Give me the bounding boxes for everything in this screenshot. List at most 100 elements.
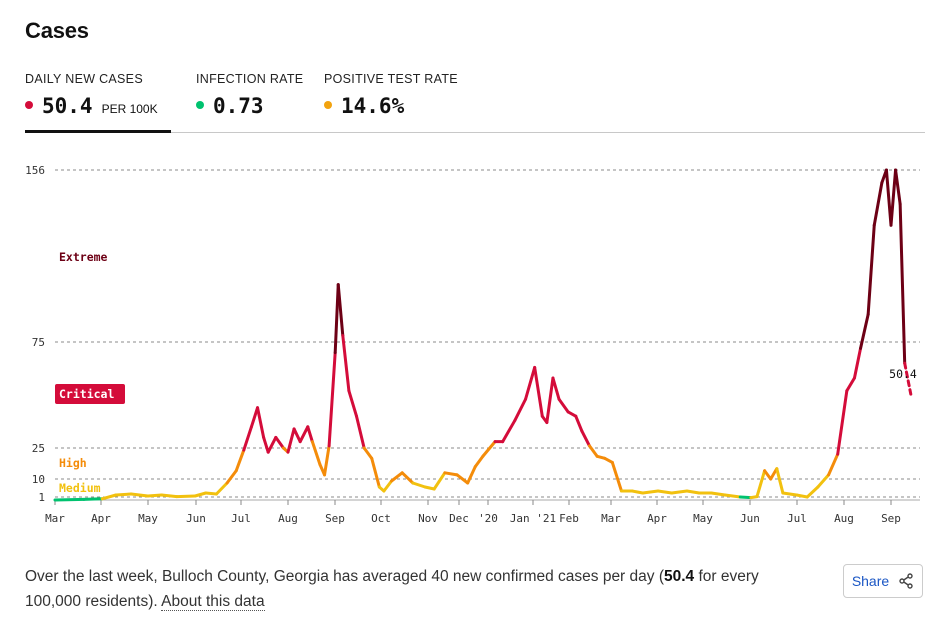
zone-label-high: High [59, 456, 87, 470]
data-line-segment [805, 485, 820, 499]
x-tick-label: Jun [740, 512, 760, 525]
data-line-segment [306, 425, 314, 444]
x-tick-label: Jun [186, 512, 206, 525]
data-line-segment [129, 492, 150, 498]
data-line-segment [443, 471, 459, 477]
data-line-segment [292, 427, 302, 444]
y-tick-label: 156 [25, 164, 45, 177]
x-tick-label: Feb [559, 512, 579, 525]
data-line-segment [225, 469, 238, 485]
data-line-segment [53, 497, 86, 502]
data-line-segment [214, 481, 229, 496]
data-line-segment [685, 489, 701, 495]
data-line-segment [524, 365, 537, 401]
page-title: Cases [25, 18, 89, 43]
data-line-segment [423, 485, 436, 491]
x-tick-label: Mar [45, 512, 65, 525]
data-line-segment [347, 389, 359, 418]
data-line-segment [193, 491, 208, 498]
data-line-segment [432, 471, 447, 491]
tab-value: 50.4 [42, 94, 93, 118]
data-line-segment [889, 168, 898, 227]
x-tick-label: Apr [91, 512, 111, 525]
zone-label-medium: Medium [59, 481, 101, 495]
data-line-segment [827, 452, 840, 477]
data-line-segment [390, 471, 404, 483]
data-line-segment [160, 493, 179, 499]
x-tick-label: Apr [647, 512, 667, 525]
tab-value: 14.6% [341, 94, 405, 118]
data-line-segment [551, 376, 561, 401]
data-line-segment [336, 283, 345, 338]
data-line-segment [175, 494, 197, 499]
data-line-segment [574, 414, 584, 433]
data-line-segment [323, 444, 331, 477]
data-line-segment [533, 365, 544, 418]
tab-unit: PER 100K [101, 102, 158, 116]
data-line-segment [82, 497, 104, 501]
x-tick-label: Jul [231, 512, 251, 525]
data-line-segment [355, 414, 366, 450]
share-icon [899, 573, 913, 589]
status-dot-icon [324, 101, 332, 109]
x-tick-label: Nov [418, 512, 438, 525]
x-tick-label: Aug [278, 512, 298, 525]
tab-label: POSITIVE TEST RATE [324, 72, 458, 86]
data-line-segment [341, 334, 351, 393]
metric-tabs: DAILY NEW CASES 50.4 PER 100K INFECTION … [25, 70, 925, 133]
data-line-segment [557, 397, 570, 414]
data-line-segment [670, 489, 689, 495]
data-line-segment [859, 312, 870, 350]
data-line-segment [501, 418, 517, 444]
data-line-segment [100, 493, 118, 501]
zone-label-critical-badge [55, 384, 125, 404]
status-dot-icon [25, 101, 33, 109]
x-tick-label: May [138, 512, 158, 525]
x-tick-label: Jul [787, 512, 807, 525]
data-line-segment [234, 448, 246, 473]
data-line-segment [114, 492, 133, 497]
data-line-segment [630, 489, 645, 495]
tab-label: INFECTION RATE [196, 72, 304, 86]
tab-positive-test-rate[interactable]: POSITIVE TEST RATE 14.6% [324, 70, 459, 132]
cases-line-chart: 1 10 25 75 156 Mar Apr May Jun Jul Aug Sep Oct Nov Dec… [25, 164, 920, 525]
data-line-segment [763, 469, 773, 481]
data-line-segment [894, 168, 902, 206]
tab-value: 0.73 [213, 94, 264, 118]
data-line-segment [256, 406, 266, 439]
data-line-segment [411, 481, 427, 489]
x-tick-label: Oct [371, 512, 391, 525]
about-data-link[interactable]: About this data [161, 593, 265, 611]
data-line-segment [884, 168, 893, 227]
x-tick-label: Sep [881, 512, 901, 525]
data-line-segment [382, 479, 394, 493]
data-line-segment [587, 444, 599, 458]
data-line-segment [738, 495, 753, 500]
data-line-segment [866, 223, 876, 316]
data-line-segment [481, 440, 497, 458]
tab-infection-rate[interactable]: INFECTION RATE 0.73 [196, 70, 306, 132]
data-line-segment [610, 460, 623, 493]
status-dot-icon [196, 101, 204, 109]
data-line-segment [298, 425, 310, 444]
summary-text-part: for every 100,000 residents). [25, 568, 759, 610]
tab-label: DAILY NEW CASES [25, 72, 143, 86]
data-line-segment [466, 465, 477, 485]
data-line-segment [872, 181, 884, 227]
zone-label-critical: Critical [59, 387, 114, 401]
data-line-segment [327, 351, 337, 448]
data-line-segment [370, 456, 381, 489]
x-tick-label: Dec [449, 512, 469, 525]
data-line-segment [656, 489, 674, 495]
tab-daily-new-cases[interactable]: DAILY NEW CASES 50.4 PER 100K [25, 70, 171, 133]
y-tick-label: 1 [38, 491, 45, 504]
data-line-segment [310, 440, 322, 467]
x-tick-label: Mar [601, 512, 621, 525]
data-line-segment [816, 473, 831, 489]
share-button[interactable]: Share [843, 564, 923, 598]
data-line-segment [641, 489, 660, 495]
share-label: Share [851, 573, 890, 589]
data-line-segment [775, 467, 785, 495]
x-tick-label: Jan '21 [510, 512, 556, 525]
data-line-segment [723, 493, 742, 499]
